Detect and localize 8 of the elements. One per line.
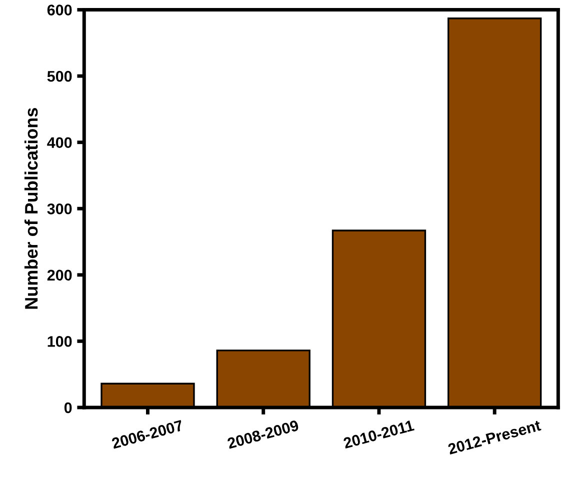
y-tick-label: 100 [48,336,72,347]
y-axis-title: Number of Publications [24,108,38,309]
y-tick-label: 200 [47,270,72,281]
y-tick-label: 500 [47,70,72,82]
y-tick-label: 300 [47,203,72,214]
y-tick-label: 400 [47,137,72,148]
y-tick-label: 0 [64,402,72,414]
y-tick-label: 600 [47,4,72,16]
